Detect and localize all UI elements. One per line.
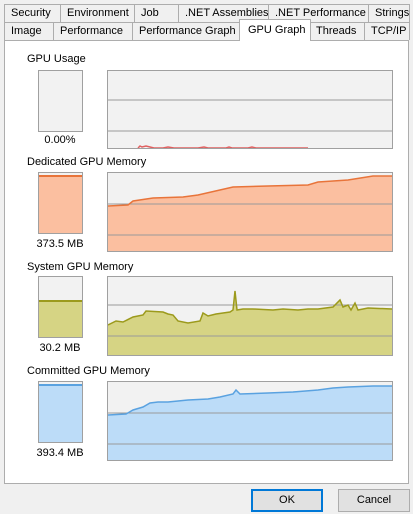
committed-gpu-memory-label: Committed GPU Memory — [27, 365, 150, 377]
committed-gpu-memory-graph — [107, 381, 393, 461]
dedicated-gpu-memory-line — [108, 175, 392, 207]
gpu-usage-line — [137, 145, 308, 148]
tab-threads[interactable]: Threads — [309, 22, 365, 40]
system-gpu-memory-label: System GPU Memory — [27, 261, 134, 273]
system-gpu-memory-meter-line — [39, 300, 82, 302]
gpu-usage-meter — [38, 70, 83, 132]
cancel-button[interactable]: Cancel — [338, 489, 410, 512]
committed-gpu-memory-line — [108, 385, 392, 416]
tab-net-performance[interactable]: .NET Performance — [268, 4, 369, 22]
tab-net-assemblies[interactable]: .NET Assemblies — [178, 4, 269, 22]
tab-image[interactable]: Image — [4, 22, 54, 40]
system-gpu-memory-meter — [38, 276, 83, 338]
tab-performance[interactable]: Performance — [53, 22, 133, 40]
dedicated-gpu-memory-area — [108, 176, 392, 251]
dedicated-gpu-memory-value: 373.5 MB — [36, 238, 84, 250]
dedicated-gpu-memory-graph — [107, 172, 393, 252]
dedicated-gpu-memory-meter — [38, 172, 83, 234]
gpu-usage-label: GPU Usage — [27, 53, 86, 65]
tab-environment[interactable]: Environment — [60, 4, 135, 22]
tab-security[interactable]: Security — [4, 4, 61, 22]
tab-performance-graph[interactable]: Performance Graph — [132, 22, 241, 40]
committed-gpu-memory-meter — [38, 381, 83, 443]
committed-gpu-memory-value: 393.4 MB — [36, 447, 84, 459]
committed-gpu-memory-area — [108, 386, 392, 460]
system-gpu-memory-value: 30.2 MB — [39, 342, 81, 354]
tab-tcp-ip[interactable]: TCP/IP — [364, 22, 410, 40]
committed-gpu-memory-meter-fill — [39, 384, 82, 442]
tab-job[interactable]: Job — [134, 4, 179, 22]
committed-gpu-memory-meter-line — [39, 384, 82, 386]
ok-button[interactable]: OK — [251, 489, 323, 512]
gpu-usage-graph — [107, 70, 393, 149]
system-gpu-memory-meter-fill — [39, 300, 82, 337]
system-gpu-memory-line — [108, 290, 392, 326]
dedicated-gpu-memory-label: Dedicated GPU Memory — [27, 156, 147, 168]
system-gpu-memory-graph — [107, 276, 393, 356]
tab-strings[interactable]: Strings — [368, 4, 410, 22]
tab-gpu-graph[interactable]: GPU Graph — [239, 19, 311, 41]
system-gpu-memory-area — [108, 291, 392, 355]
dedicated-gpu-memory-meter-line — [39, 175, 82, 177]
dedicated-gpu-memory-meter-fill — [39, 175, 82, 233]
gpu-usage-value: 0.00% — [44, 134, 76, 146]
